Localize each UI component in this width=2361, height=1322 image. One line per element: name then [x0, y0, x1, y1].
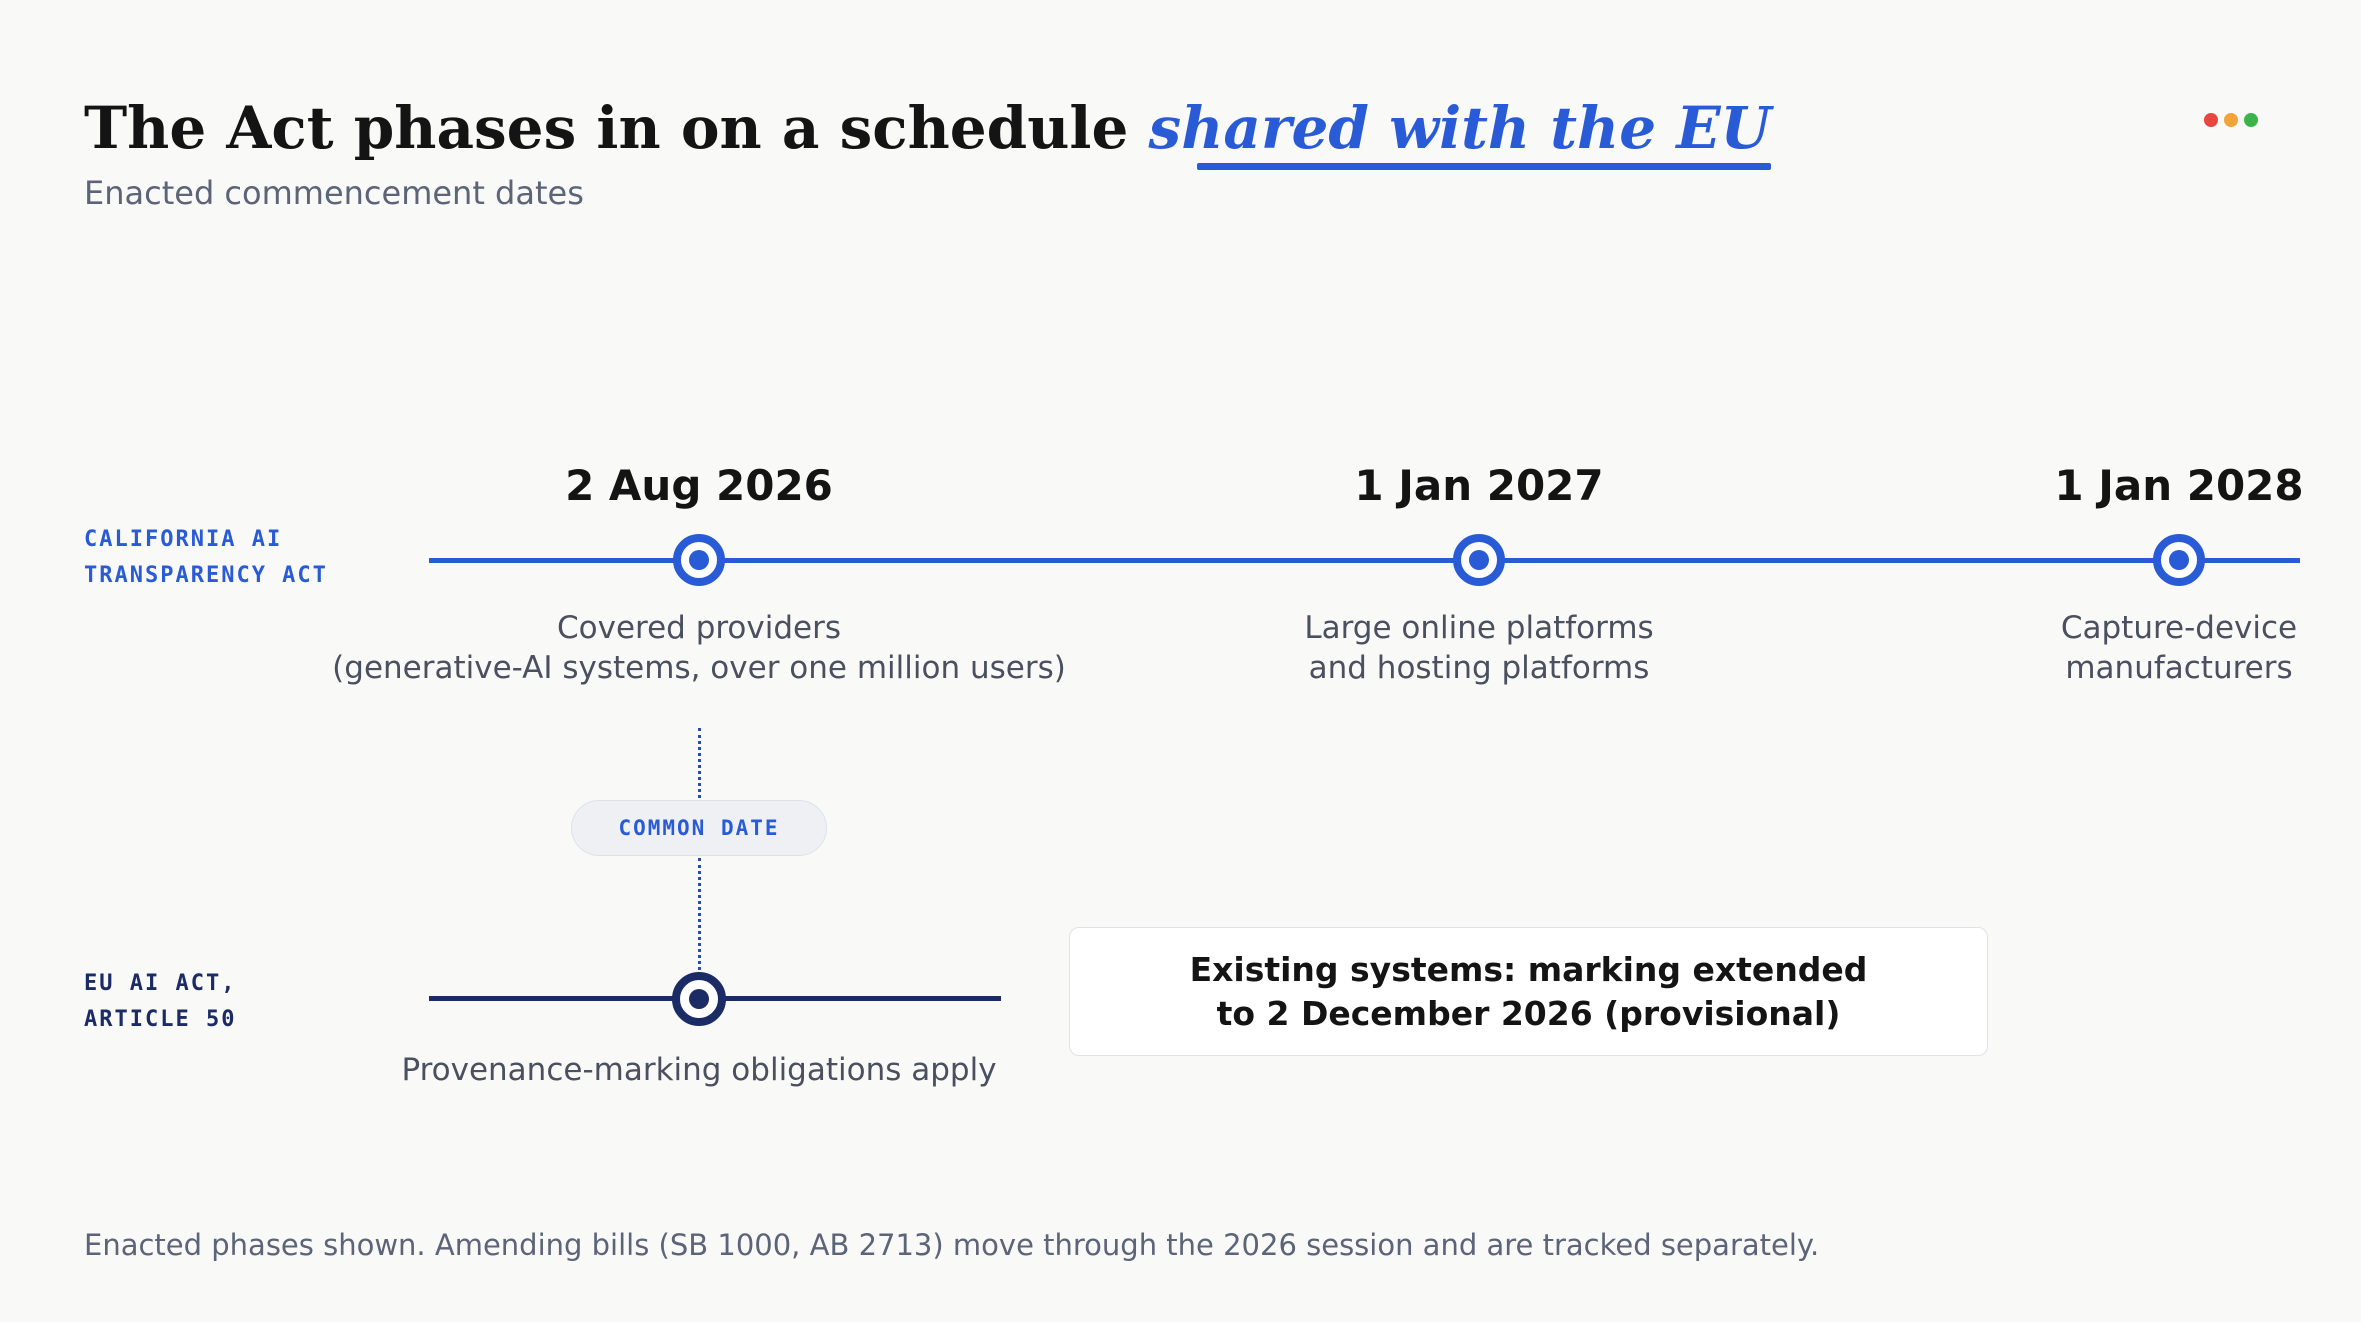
eu-milestone-marker-icon [672, 972, 726, 1026]
eu-row-label: EU AI ACT, ARTICLE 50 [84, 971, 237, 1032]
milestone-date-3: 1 Jan 2028 [2054, 461, 2304, 510]
eu-milestone-description: Provenance-marking obligations apply [401, 1052, 997, 1088]
existing-systems-callout: Existing systems: marking extended to 2 … [1069, 927, 1988, 1056]
california-timeline-line [429, 558, 2300, 563]
california-row-label: CALIFORNIA AI TRANSPARENCY ACT [84, 527, 328, 588]
milestone-marker-icon [1453, 534, 1505, 586]
green-dot-icon [2244, 113, 2258, 127]
milestone-marker-icon [673, 534, 725, 586]
page-title: The Act phases in on a schedule shared w… [84, 88, 1772, 170]
title-main: The Act phases in on a schedule [84, 94, 1149, 162]
common-date-badge: COMMON DATE [571, 800, 827, 856]
footnote: Enacted phases shown. Amending bills (SB… [84, 1228, 1820, 1262]
page-subtitle: Enacted commencement dates [84, 174, 584, 212]
milestone-marker-icon [2153, 534, 2205, 586]
milestone-date-1: 2 Aug 2026 [565, 461, 833, 510]
milestone-description-2: Large online platforms and hosting platf… [1304, 610, 1654, 686]
common-date-connector-bottom [698, 858, 701, 970]
window-dots [2204, 113, 2258, 127]
title-accent-text: shared with the EU [1148, 94, 1772, 162]
milestone-date-2: 1 Jan 2027 [1354, 461, 1604, 510]
common-date-connector-top [698, 728, 701, 798]
orange-dot-icon [2224, 113, 2238, 127]
milestone-description-3: Capture-device manufacturers [2060, 610, 2298, 686]
title-accent: shared with the EU [1148, 88, 1772, 170]
red-dot-icon [2204, 113, 2218, 127]
milestone-description-1: Covered providers (generative-AI systems… [332, 610, 1066, 686]
title-underline [1196, 163, 1772, 170]
